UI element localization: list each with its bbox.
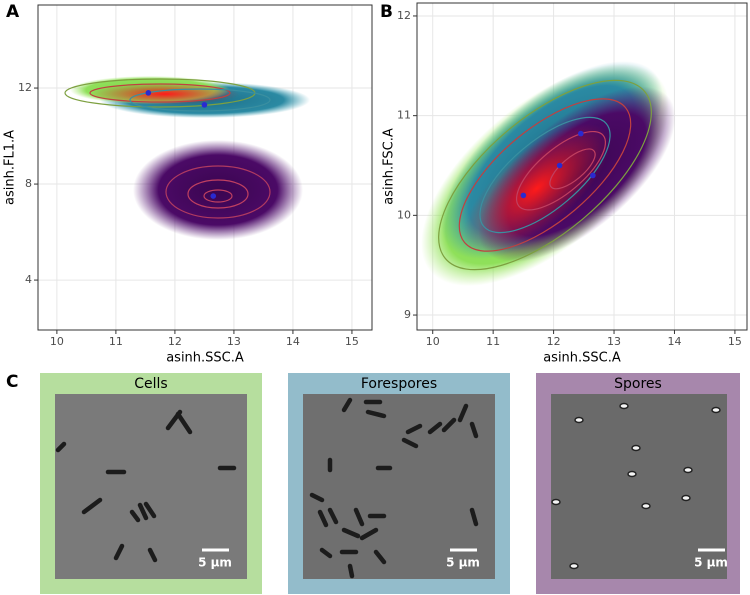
y-tick-label: 12	[397, 9, 411, 22]
x-tick-label: 11	[109, 335, 123, 348]
centroid-point	[556, 162, 563, 169]
x-tick-label: 10	[50, 335, 64, 348]
micrograph-title: Cells	[134, 376, 167, 392]
micrograph-title: Forespores	[361, 376, 437, 392]
x-tick-label: 12	[547, 335, 561, 348]
centroid-point	[520, 192, 527, 199]
cells	[55, 409, 237, 563]
spores	[551, 402, 721, 570]
micrograph	[551, 394, 727, 579]
x-tick-label: 14	[286, 335, 300, 348]
y-tick-label: 11	[397, 109, 411, 122]
density-cloud	[64, 76, 310, 240]
x-tick-label: 15	[345, 335, 359, 348]
density-cloud	[421, 61, 676, 287]
micrograph	[303, 394, 495, 579]
panel-label: C	[6, 372, 18, 392]
forespores	[309, 397, 479, 579]
y-tick-label: 10	[397, 208, 411, 221]
scale-bar-label: 5 µm	[446, 556, 480, 570]
marks	[145, 90, 596, 199]
x-tick-label: 13	[227, 335, 241, 348]
centroid-point	[577, 130, 584, 137]
micrograph-title: Spores	[614, 376, 662, 392]
x-axis-label: asinh.SSC.A	[166, 351, 244, 366]
x-tick-label: 12	[168, 335, 182, 348]
y-tick-label: 8	[25, 177, 32, 190]
x-tick-label: 10	[426, 335, 440, 348]
y-tick-label: 9	[404, 308, 411, 321]
centroid-point	[590, 172, 596, 179]
x-tick-label: 13	[607, 335, 621, 348]
y-axis-label: asinh.FL1.A	[3, 130, 18, 205]
centroid-point	[145, 90, 152, 96]
x-tick-label: 11	[486, 335, 500, 348]
scale-bar-label: 5 µm	[694, 556, 728, 570]
scale-bar-label: 5 µm	[198, 556, 232, 570]
y-tick-label: 12	[18, 81, 32, 94]
panel-label: A	[6, 2, 20, 22]
y-axis-label: asinh.FSC.A	[382, 128, 397, 205]
x-tick-label: 14	[667, 335, 681, 348]
plot-border	[37, 4, 373, 331]
centroid-point	[201, 102, 208, 108]
plot-border	[416, 2, 748, 331]
micrograph-panels: Cells Forespores Spores	[40, 373, 740, 594]
x-axis-label: asinh.SSC.A	[543, 351, 621, 366]
centroid-point	[210, 193, 217, 199]
x-tick-label: 15	[728, 335, 742, 348]
y-tick-label: 4	[25, 273, 32, 286]
panel-label: B	[380, 2, 393, 22]
